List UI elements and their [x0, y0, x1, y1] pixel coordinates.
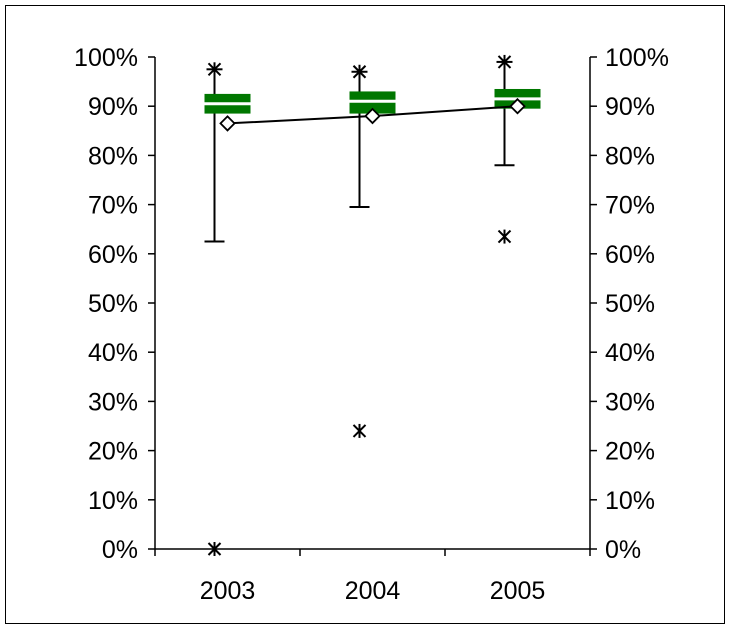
- left-y-tick-label: 100%: [74, 44, 138, 72]
- left-y-tick-label: 70%: [88, 192, 138, 220]
- right-y-tick-label: 90%: [605, 93, 655, 121]
- right-y-axis-tick-labels: 0% 10% 20% 30% 40% 50% 60% 70% 80% 90% 100%: [605, 44, 669, 564]
- left-y-tick-label: 0%: [102, 536, 138, 564]
- x-tick-label: 2005: [490, 577, 546, 605]
- outlier-2005: [497, 229, 512, 244]
- x-tick-label: 2004: [345, 577, 401, 605]
- left-y-tick-label: 80%: [88, 142, 138, 170]
- right-y-tick-label: 60%: [605, 241, 655, 269]
- left-y-tick-label: 30%: [88, 388, 138, 416]
- outlier-2004: [352, 423, 367, 438]
- left-y-axis-tick-labels: 0% 10% 20% 30% 40% 50% 60% 70% 80% 90% 100%: [74, 44, 138, 564]
- mean-marker-2005: [509, 97, 526, 115]
- left-y-tick-label: 60%: [88, 241, 138, 269]
- right-y-tick-label: 0%: [605, 536, 641, 564]
- left-y-tick-label: 20%: [88, 438, 138, 466]
- outliers: [207, 54, 512, 556]
- whiskers: [204, 60, 515, 243]
- right-y-tick-label: 30%: [605, 388, 655, 416]
- x-tick-label: 2003: [200, 577, 256, 605]
- right-y-tick-label: 50%: [605, 290, 655, 318]
- right-y-tick-label: 20%: [605, 438, 655, 466]
- axes: [148, 56, 597, 556]
- mean-line: [219, 97, 526, 132]
- outlier-2003: [207, 542, 222, 556]
- left-y-tick-label: 50%: [88, 290, 138, 318]
- mean-marker-2003: [219, 115, 236, 132]
- right-y-tick-label: 100%: [605, 44, 669, 72]
- left-y-tick-label: 40%: [88, 339, 138, 367]
- outlier-2005: [497, 54, 512, 69]
- x-axis-tick-labels: 2003 2004 2005: [200, 577, 546, 605]
- left-y-tick-label: 10%: [88, 487, 138, 515]
- left-y-tick-label: 90%: [88, 93, 138, 121]
- right-y-tick-label: 80%: [605, 142, 655, 170]
- outlier-2004: [352, 64, 367, 79]
- outlier-2003: [207, 62, 222, 77]
- right-y-tick-label: 70%: [605, 192, 655, 220]
- right-y-tick-label: 40%: [605, 339, 655, 367]
- mean-marker-2004: [364, 107, 381, 125]
- right-y-tick-label: 10%: [605, 487, 655, 515]
